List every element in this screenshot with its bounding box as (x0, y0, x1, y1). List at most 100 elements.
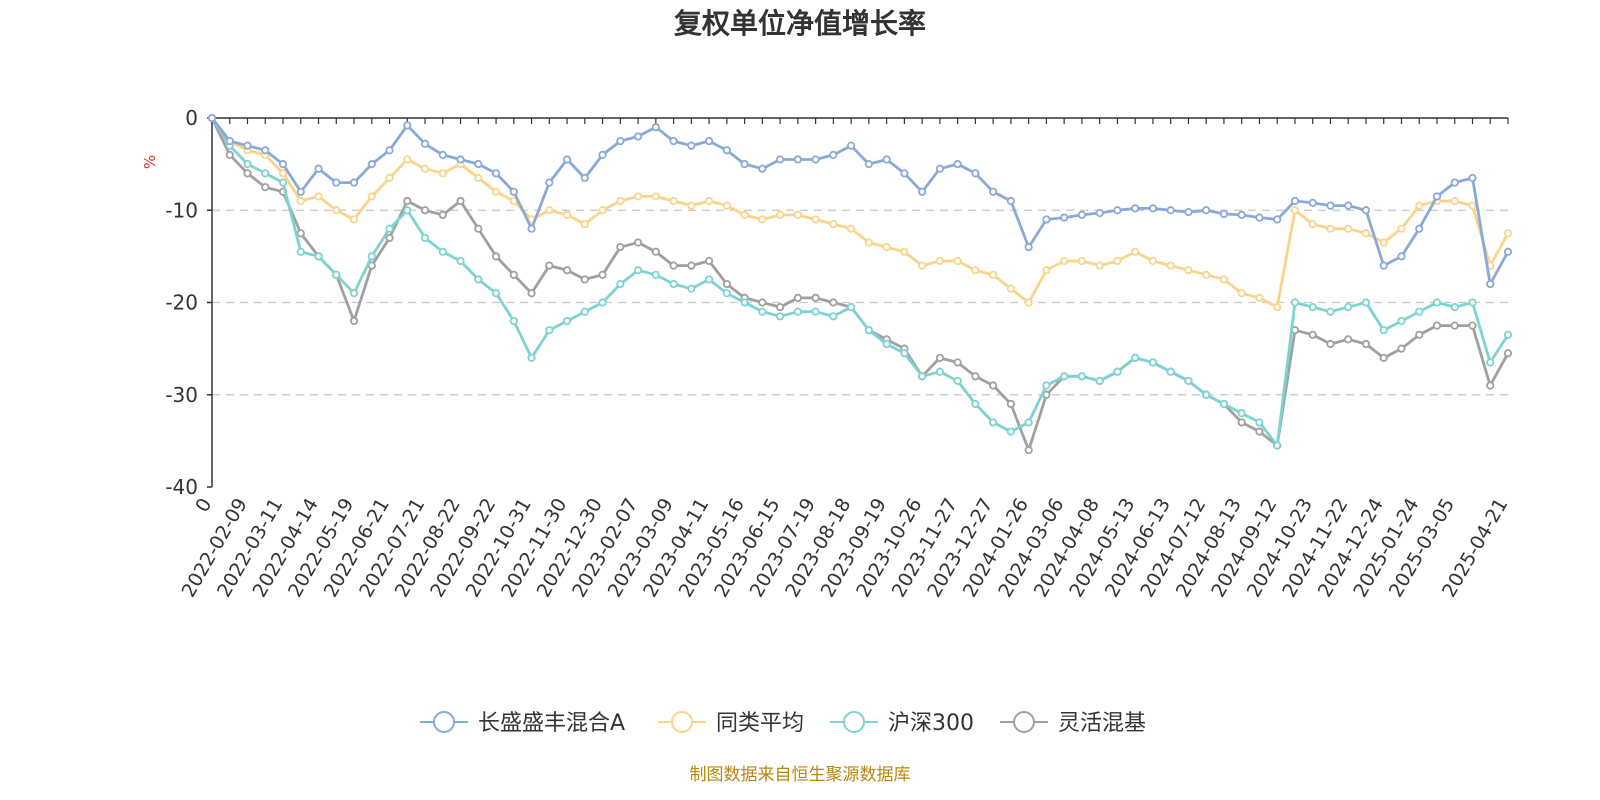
data-point (1060, 372, 1069, 381)
data-point (1006, 427, 1016, 436)
data-point (367, 192, 376, 201)
data-point (1290, 298, 1300, 307)
data-point (562, 155, 572, 164)
legend-label: 长盛盛丰混合A (478, 711, 625, 736)
data-point (633, 266, 643, 275)
data-point (1344, 224, 1353, 233)
data-point (1077, 256, 1087, 266)
data-point (243, 169, 252, 178)
data-point (261, 169, 270, 178)
data-point (545, 261, 554, 270)
data-point (385, 224, 394, 233)
data-point (1450, 196, 1459, 206)
data-point (1432, 321, 1442, 330)
data-point (758, 164, 767, 173)
data-point (1006, 196, 1016, 206)
data-point (1024, 418, 1033, 427)
legend-item[interactable]: 同类平均 (658, 711, 804, 736)
data-point (1273, 303, 1282, 312)
legend-label: 同类平均 (716, 711, 804, 736)
data-point (1006, 399, 1016, 409)
data-point (1077, 372, 1087, 381)
data-point (651, 123, 660, 132)
data-point (1273, 215, 1282, 224)
legend-marker (433, 711, 455, 733)
data-point (633, 238, 643, 247)
data-point (207, 113, 217, 123)
data-point (740, 298, 749, 307)
data-point (491, 187, 501, 196)
data-point (349, 178, 359, 187)
data-point (811, 307, 820, 316)
data-point (918, 187, 927, 196)
data-point (687, 261, 696, 270)
data-point (1255, 418, 1264, 427)
legend-marker (671, 711, 693, 733)
data-point (403, 121, 412, 130)
data-point (669, 279, 678, 289)
data-point (1432, 192, 1442, 201)
data-point (545, 326, 554, 335)
data-point (1166, 367, 1175, 376)
data-point (580, 219, 589, 229)
data-point (989, 418, 998, 427)
data-point (1131, 247, 1140, 256)
data-point (474, 224, 483, 233)
data-point (776, 303, 785, 312)
data-point (1113, 256, 1122, 266)
data-point (1361, 339, 1371, 349)
data-point (1042, 215, 1051, 224)
data-point (1361, 229, 1371, 238)
data-point (900, 247, 909, 256)
data-point (296, 196, 305, 206)
data-point (509, 187, 518, 196)
data-point (420, 206, 430, 215)
data-point (1060, 213, 1069, 222)
data-point (278, 169, 288, 178)
data-point (1450, 178, 1459, 187)
data-point (882, 339, 891, 349)
data-point (261, 183, 270, 192)
data-point (776, 312, 785, 321)
data-point (474, 160, 483, 169)
data-point (491, 169, 501, 178)
legend-marker (1013, 711, 1035, 733)
data-point (1326, 339, 1335, 349)
data-point (1202, 390, 1211, 399)
data-point (900, 169, 909, 178)
data-point (598, 270, 607, 279)
data-point (776, 155, 785, 164)
data-point (687, 284, 696, 293)
y-tick-label: -30 (165, 383, 198, 407)
data-point (1024, 445, 1033, 455)
data-point (1006, 284, 1016, 293)
legend-item[interactable]: 长盛盛丰混合A (420, 711, 625, 736)
series-line (210, 117, 1510, 447)
data-point (491, 289, 501, 298)
data-point (687, 141, 696, 150)
data-point (580, 275, 589, 284)
data-point (1042, 381, 1051, 390)
data-point (1344, 201, 1353, 210)
data-point (420, 139, 430, 148)
source-note: 制图数据来自恒生聚源数据库 (690, 765, 911, 785)
data-point (953, 376, 962, 386)
data-point (633, 132, 643, 141)
data-point (1308, 303, 1317, 312)
data-point (1326, 201, 1335, 210)
data-point (1148, 204, 1158, 213)
series-line (210, 117, 1510, 452)
data-point (687, 201, 696, 210)
data-point (1503, 330, 1513, 339)
data-point (545, 206, 554, 215)
data-point (1503, 229, 1513, 238)
legend-item[interactable]: 灵活混基 (1000, 711, 1146, 736)
data-point (367, 252, 376, 261)
data-point (1415, 307, 1424, 316)
data-point (403, 196, 412, 206)
legend-item[interactable]: 沪深300 (830, 711, 974, 736)
data-point (1503, 349, 1513, 358)
data-point (1379, 238, 1388, 247)
data-point (1326, 224, 1335, 233)
data-point (403, 206, 412, 215)
